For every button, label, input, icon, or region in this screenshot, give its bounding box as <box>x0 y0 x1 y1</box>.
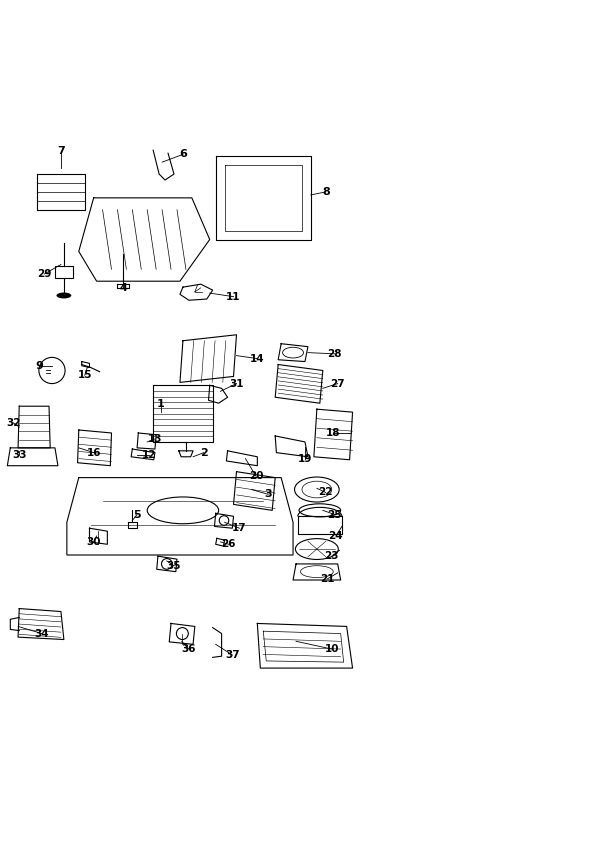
Text: 36: 36 <box>182 644 196 654</box>
Text: 37: 37 <box>225 650 240 660</box>
Text: 25: 25 <box>328 509 342 519</box>
Polygon shape <box>55 267 73 279</box>
Text: 13: 13 <box>148 434 162 444</box>
Text: 15: 15 <box>78 371 92 380</box>
Text: 35: 35 <box>167 561 181 571</box>
Text: 28: 28 <box>328 349 342 359</box>
Text: 12: 12 <box>142 450 156 460</box>
Ellipse shape <box>56 292 71 298</box>
Text: 11: 11 <box>226 292 241 302</box>
Text: 18: 18 <box>327 428 341 438</box>
Text: 26: 26 <box>221 539 236 550</box>
Text: 17: 17 <box>232 523 247 533</box>
Text: 27: 27 <box>330 378 345 389</box>
Text: 7: 7 <box>57 146 65 157</box>
Text: 20: 20 <box>249 471 263 482</box>
Text: 32: 32 <box>6 418 20 428</box>
Text: 24: 24 <box>328 531 343 541</box>
Text: 3: 3 <box>264 489 272 500</box>
Text: 19: 19 <box>298 453 312 464</box>
Text: 8: 8 <box>322 187 329 197</box>
Text: 1: 1 <box>157 399 165 409</box>
Text: 31: 31 <box>229 378 244 389</box>
Text: 6: 6 <box>179 150 187 159</box>
Text: 14: 14 <box>250 353 265 364</box>
Text: 9: 9 <box>35 360 43 371</box>
Text: 34: 34 <box>35 629 49 639</box>
Text: 4: 4 <box>120 283 127 293</box>
Text: 5: 5 <box>133 509 141 519</box>
Text: 10: 10 <box>325 644 339 654</box>
Text: 30: 30 <box>86 537 101 547</box>
Text: 23: 23 <box>325 551 339 562</box>
Text: 29: 29 <box>37 269 51 279</box>
Text: 21: 21 <box>321 574 335 584</box>
Text: 2: 2 <box>200 447 208 458</box>
Text: 16: 16 <box>86 447 101 458</box>
Text: 22: 22 <box>319 488 333 497</box>
Text: 33: 33 <box>12 450 26 460</box>
